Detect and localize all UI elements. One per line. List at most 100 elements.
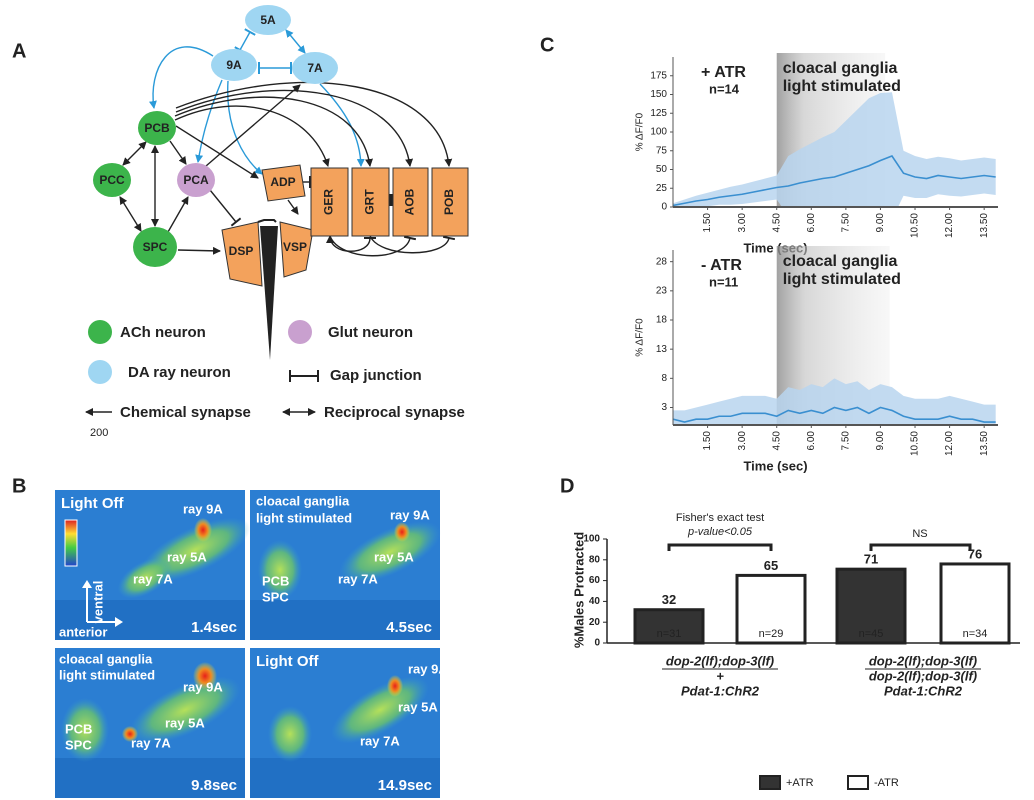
y-axis-label: % ΔF/F0 xyxy=(635,112,646,151)
x-tick-label: 3.00 xyxy=(737,213,748,233)
legend-label: Glut neuron xyxy=(328,324,413,341)
edge xyxy=(329,235,417,257)
image-label: SPC xyxy=(262,589,289,604)
y-tick-label: 0 xyxy=(661,202,667,213)
node-label: PCA xyxy=(183,173,209,187)
fluorescence xyxy=(387,675,403,697)
legend-swatch xyxy=(288,320,312,344)
legend-label: Gap junction xyxy=(330,367,422,384)
edge xyxy=(175,81,453,167)
image-label: ray 5A xyxy=(167,549,207,564)
legend-label: ACh neuron xyxy=(120,324,206,341)
fluorescence xyxy=(193,662,217,690)
colorbar xyxy=(64,519,78,567)
x-tick-label: 12.00 xyxy=(944,213,955,238)
n-label: n=45 xyxy=(859,628,884,640)
node xyxy=(211,49,257,81)
image-label: ray 9A xyxy=(183,679,223,694)
y-tick-label: 125 xyxy=(650,108,667,119)
edge xyxy=(148,46,214,109)
node xyxy=(279,221,314,278)
fluorescence xyxy=(122,726,138,742)
node xyxy=(261,164,306,202)
edge xyxy=(287,199,299,215)
y-tick-label: 100 xyxy=(650,127,667,138)
n-label: n=34 xyxy=(963,628,988,640)
y-tick-label: 100 xyxy=(583,534,600,545)
edge xyxy=(175,125,259,179)
value-label: 71 xyxy=(864,552,878,567)
image-label: light stimulated xyxy=(256,510,352,525)
y-tick-label: 8 xyxy=(661,373,667,384)
edge xyxy=(285,29,306,54)
x-tick-label: 12.00 xyxy=(944,431,955,456)
x-tick-label: 7.50 xyxy=(841,213,852,233)
image-label: PCB xyxy=(65,721,92,736)
image-label: ray 9A xyxy=(183,501,223,516)
image-label: SPC xyxy=(65,737,92,752)
image-panel xyxy=(250,490,441,640)
y-tick-label: 18 xyxy=(656,315,668,326)
x-tick-label: 1.50 xyxy=(702,213,713,233)
legend-swatch xyxy=(88,320,112,344)
fluorescence xyxy=(268,706,312,762)
y-tick-label: 23 xyxy=(656,285,668,296)
x-tick-label: Pdat-1:ChR2 xyxy=(884,683,963,698)
error-band xyxy=(673,378,996,425)
image-label: light stimulated xyxy=(59,667,155,682)
fluorescence xyxy=(194,518,212,542)
node-label: 7A xyxy=(307,61,323,75)
y-tick-label: 40 xyxy=(589,596,601,607)
error-band xyxy=(673,92,996,207)
edge xyxy=(195,79,223,163)
x-tick-label: 13.50 xyxy=(979,431,990,456)
node-label: GER xyxy=(322,189,336,215)
node xyxy=(93,163,131,197)
bracket xyxy=(667,543,773,551)
node xyxy=(351,167,390,237)
x-tick-label: 7.50 xyxy=(841,431,852,451)
annotation: NS xyxy=(912,528,927,540)
legend-swatch xyxy=(289,370,319,382)
axis-arrow-head xyxy=(82,580,123,627)
node-label: ADP xyxy=(270,175,295,189)
legend-label: Reciprocal synapse xyxy=(324,404,465,421)
image-label: ray 5A xyxy=(165,715,205,730)
legend-label: +ATR xyxy=(786,777,814,789)
image-label: ray 7A xyxy=(131,735,171,750)
fluorescence xyxy=(117,557,173,599)
legend-label: DA ray neuron xyxy=(128,364,231,381)
node-label: GRT xyxy=(363,189,377,215)
node-label: POB xyxy=(442,189,456,215)
y-tick-label: 60 xyxy=(589,575,601,586)
chart-subtitle: n=14 xyxy=(709,81,740,96)
image-axis-label: ventral xyxy=(90,581,105,624)
panel-label: C xyxy=(540,34,554,56)
legend-swatch xyxy=(847,775,869,790)
bar xyxy=(835,567,907,645)
n-label: n=31 xyxy=(657,628,682,640)
y-axis-label: %Males Protracted xyxy=(571,532,586,648)
image-strip xyxy=(250,600,440,640)
y-tick-label: 0 xyxy=(594,638,600,649)
value-label: 32 xyxy=(662,592,676,607)
edge xyxy=(319,83,365,167)
image-label: ray 7A xyxy=(133,571,173,586)
x-tick-label: 6.00 xyxy=(806,431,817,451)
annotation: cloacal ganglia xyxy=(783,60,898,77)
bar xyxy=(633,608,705,645)
annotation: cloacal ganglia xyxy=(783,253,898,270)
legend-label: -ATR xyxy=(874,777,899,789)
x-tick-label: 4.50 xyxy=(771,213,782,233)
x-tick-label: 3.00 xyxy=(737,431,748,451)
node-label: 9A xyxy=(226,58,242,72)
annotation: light stimulated xyxy=(783,271,901,288)
chart-title: - ATR xyxy=(701,257,742,274)
image-time: 14.9sec xyxy=(378,777,432,794)
node xyxy=(392,167,429,237)
image-time: 4.5sec xyxy=(386,619,432,636)
y-tick-label: 80 xyxy=(589,554,601,565)
edge xyxy=(205,84,301,167)
image-panel xyxy=(55,648,245,798)
